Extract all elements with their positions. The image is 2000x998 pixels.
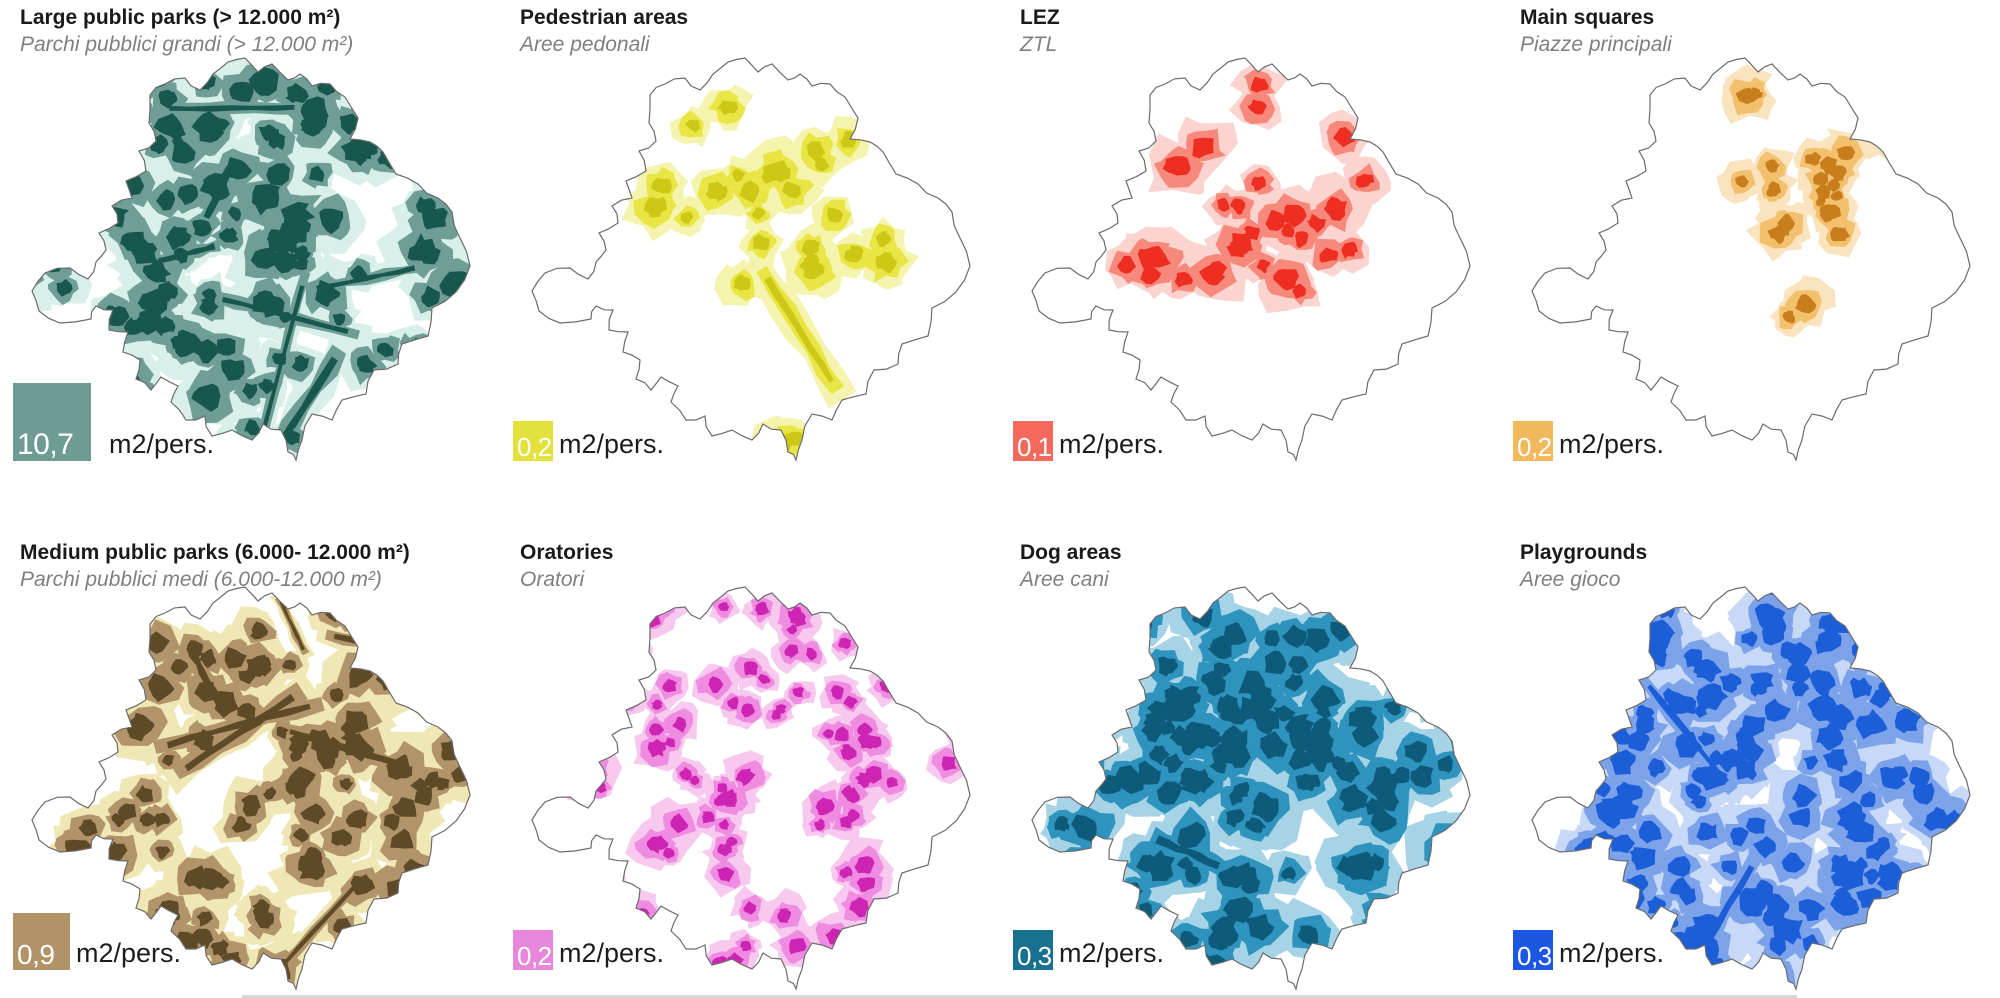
panel-title: Dog areas xyxy=(1020,541,1122,564)
density-map xyxy=(0,0,500,499)
legend-swatch: 0,2 xyxy=(513,421,553,461)
panel-subtitle: Piazze principali xyxy=(1520,33,1672,56)
map-panel-lez: LEZ ZTL 0,1 m2/pers. xyxy=(1000,0,1500,499)
density-map xyxy=(1500,499,2000,998)
density-map xyxy=(1500,0,2000,499)
panel-title: LEZ xyxy=(1020,6,1060,29)
bottom-divider xyxy=(242,995,1797,998)
legend-value: 0,2 xyxy=(1517,432,1552,462)
panel-subtitle: Parchi pubblici grandi (> 12.000 m²) xyxy=(20,33,354,56)
legend-value: 0,3 xyxy=(1017,941,1052,971)
panel-title: Playgrounds xyxy=(1520,541,1648,564)
panel-title: Large public parks (> 12.000 m²) xyxy=(20,6,341,29)
legend-swatch: 0,3 xyxy=(1013,930,1053,970)
legend-swatch: 0,1 xyxy=(1013,421,1053,461)
legend-swatch: 0,2 xyxy=(1513,421,1553,461)
panel-subtitle: Aree cani xyxy=(1020,568,1109,591)
panel-title: Oratories xyxy=(520,541,614,564)
map-panel-oratories: Oratories Oratori 0,2 m2/pers. xyxy=(500,499,1000,998)
legend-unit: m2/pers. xyxy=(1059,429,1165,459)
legend-value: 0,3 xyxy=(1517,941,1552,971)
legend-swatch: 0,3 xyxy=(1513,930,1553,970)
map-panel-large-public-parks: Large public parks (> 12.000 m²) Parchi … xyxy=(0,0,500,499)
map-panel-dog-areas: Dog areas Aree cani 0,3 m2/pers. xyxy=(1000,499,1500,998)
legend-unit: m2/pers. xyxy=(76,938,182,968)
legend-value: 0,9 xyxy=(17,939,55,970)
legend: 10,7 m2/pers. xyxy=(13,383,214,461)
legend-value: 10,7 xyxy=(17,428,74,461)
density-map xyxy=(500,499,1000,998)
legend-value: 0,2 xyxy=(517,941,552,971)
legend-swatch: 0,9 xyxy=(13,913,70,970)
legend-unit: m2/pers. xyxy=(1559,429,1665,459)
map-panel-main-squares: Main squares Piazze principali 0,2 m2/pe… xyxy=(1500,0,2000,499)
legend-unit: m2/pers. xyxy=(1059,938,1165,968)
panel-title: Medium public parks (6.000- 12.000 m²) xyxy=(20,541,410,564)
map-panel-pedestrian-areas: Pedestrian areas Aree pedonali 0,2 m2/pe… xyxy=(500,0,1000,499)
legend: 0,9 m2/pers. xyxy=(13,913,181,970)
legend: 0,3 m2/pers. xyxy=(1013,930,1164,970)
legend-value: 0,1 xyxy=(1017,432,1052,462)
legend-unit: m2/pers. xyxy=(559,938,665,968)
legend: 0,1 m2/pers. xyxy=(1013,421,1164,461)
panel-title: Main squares xyxy=(1520,6,1655,29)
legend: 0,2 m2/pers. xyxy=(513,421,664,461)
panel-subtitle: Aree pedonali xyxy=(520,33,650,56)
legend-swatch: 0,2 xyxy=(513,930,553,970)
density-map xyxy=(0,499,500,998)
panel-subtitle: ZTL xyxy=(1020,33,1058,56)
legend: 0,3 m2/pers. xyxy=(1513,930,1664,970)
legend: 0,2 m2/pers. xyxy=(513,930,664,970)
legend-value: 0,2 xyxy=(517,432,552,462)
panel-subtitle: Aree gioco xyxy=(1520,568,1621,591)
panel-subtitle: Oratori xyxy=(520,568,585,591)
map-panel-playgrounds: Playgrounds Aree gioco 0,3 m2/pers. xyxy=(1500,499,2000,998)
density-map xyxy=(500,0,1000,499)
legend-swatch: 10,7 xyxy=(13,383,91,461)
density-map xyxy=(1000,0,1500,499)
map-panel-medium-public-parks: Medium public parks (6.000- 12.000 m²) P… xyxy=(0,499,500,998)
legend-unit: m2/pers. xyxy=(559,429,665,459)
density-map xyxy=(1000,499,1500,998)
panel-subtitle: Parchi pubblici medi (6.000-12.000 m²) xyxy=(20,568,382,591)
panel-title: Pedestrian areas xyxy=(520,6,689,29)
legend-unit: m2/pers. xyxy=(109,429,215,459)
legend: 0,2 m2/pers. xyxy=(1513,421,1664,461)
legend-unit: m2/pers. xyxy=(1559,938,1665,968)
